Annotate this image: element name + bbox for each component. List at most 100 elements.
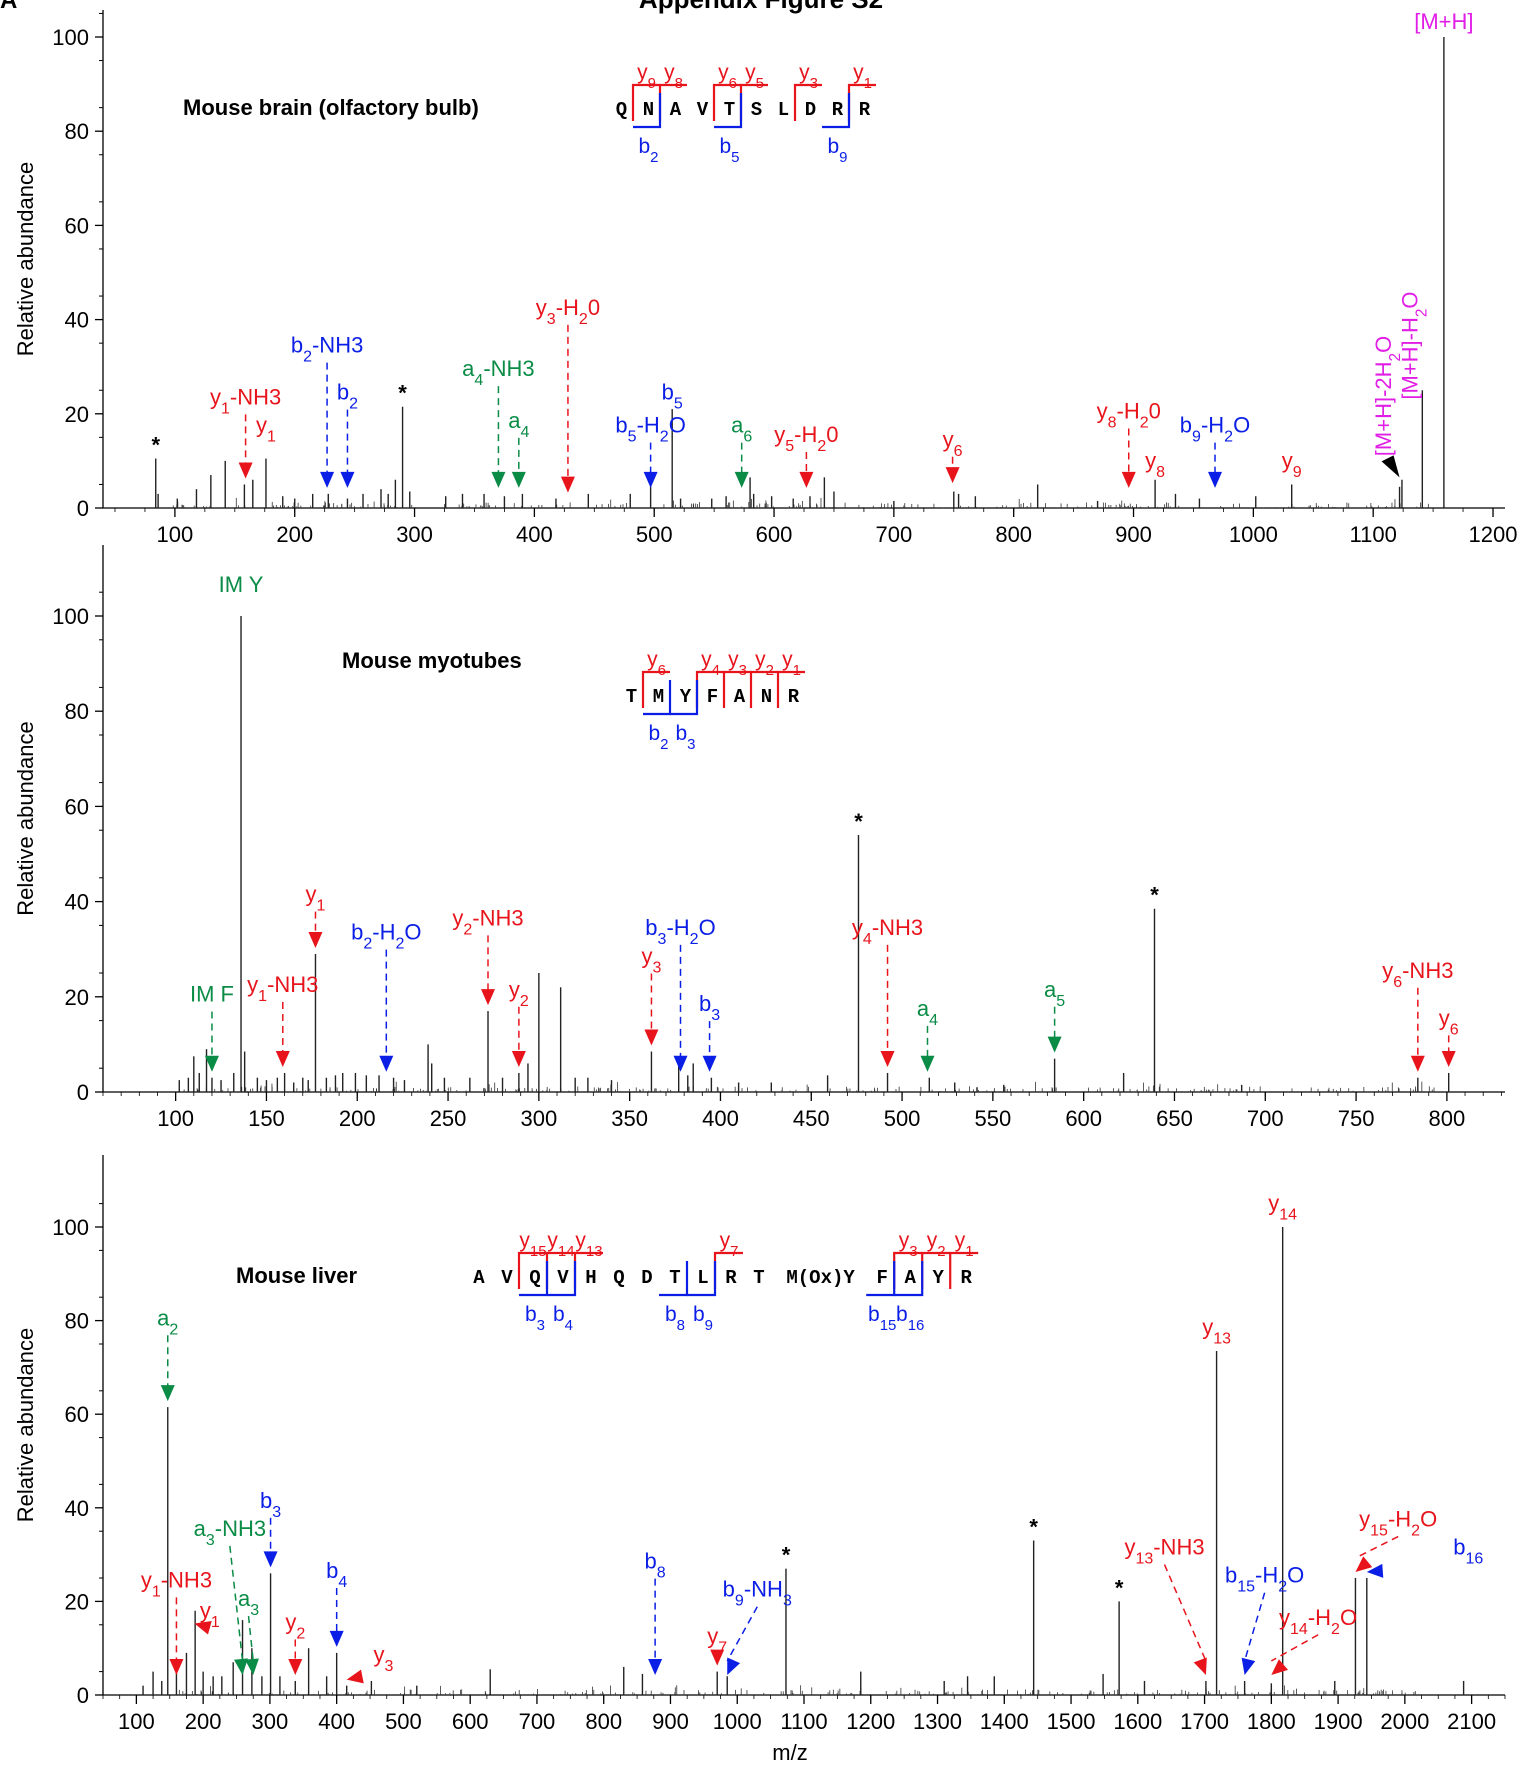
ion-annotation: y8 — [1145, 448, 1165, 481]
y-tick-label: 40 — [65, 890, 89, 915]
y-tick-label: 40 — [65, 308, 89, 333]
x-tick-label: 700 — [876, 522, 913, 547]
contaminant-star: * — [398, 381, 407, 406]
residue: R — [859, 99, 871, 121]
svg-text:b8: b8 — [665, 1303, 685, 1334]
x-tick-label: 300 — [520, 1106, 557, 1131]
contaminant-star: * — [1115, 1575, 1124, 1600]
ion-annotation: y14-H2O — [1270, 1605, 1357, 1675]
ion-annotation: b8 — [645, 1549, 666, 1675]
x-tick-label: 1200 — [1469, 522, 1518, 547]
ion-annotation: y3 — [641, 943, 661, 1046]
residue: Q — [616, 99, 627, 121]
arrow-head — [511, 1050, 526, 1067]
residue: T — [753, 1267, 764, 1289]
residue: A — [904, 1267, 916, 1289]
ion-annotation: y7 — [707, 1624, 727, 1666]
svg-text:b8: b8 — [645, 1549, 666, 1582]
ion-annotation: b9-H2O — [1180, 413, 1250, 488]
svg-text:b16: b16 — [1453, 1535, 1483, 1568]
x-tick-label: 500 — [636, 522, 673, 547]
ion-annotation: b16 — [1366, 1535, 1483, 1578]
arrow-head — [880, 1050, 895, 1067]
svg-text:y7: y7 — [707, 1624, 727, 1657]
ion-annotation: b4 — [326, 1558, 347, 1647]
svg-text:y2: y2 — [285, 1609, 305, 1642]
b-ion-bracket — [633, 93, 662, 129]
svg-text:y1-NH3: y1-NH3 — [141, 1567, 212, 1600]
arrow-head — [734, 471, 749, 488]
ion-annotation: y6 — [943, 427, 963, 484]
svg-text:y4-NH3: y4-NH3 — [852, 915, 923, 948]
ion-annotation: a4 — [917, 996, 938, 1072]
y-ion-bracket — [722, 670, 751, 708]
ion-annotation: b2-NH3 — [291, 333, 363, 488]
y-tick-label: 20 — [65, 1589, 89, 1614]
arrow-head — [194, 1621, 212, 1635]
x-tick-label: 800 — [585, 1709, 622, 1734]
x-tick-label: 100 — [157, 1106, 194, 1131]
precursor-loss-label: [M+H]-H2O — [1398, 291, 1431, 399]
ion-annotation: y2 — [509, 977, 529, 1067]
y-axis-label: Relative abundance — [13, 1328, 38, 1522]
arrow-shaft — [229, 1545, 244, 1662]
x-tick-label: 2000 — [1380, 1709, 1429, 1734]
spectrum-panel-2: 0 20 40 60 80 100 100 150 200 250 300 350 400 450 500 5… — [13, 545, 1505, 1131]
arrow-head — [244, 1658, 259, 1675]
svg-text:b4: b4 — [326, 1558, 347, 1591]
residue: Y — [680, 686, 692, 708]
svg-text:a6: a6 — [731, 413, 752, 446]
svg-text:y1-NH3: y1-NH3 — [247, 972, 318, 1005]
ion-annotation: b15-H2O — [1225, 1563, 1304, 1675]
residue: Q — [529, 1267, 540, 1289]
x-tick-label: 250 — [430, 1106, 467, 1131]
residue: A — [473, 1267, 485, 1289]
svg-text:b4: b4 — [553, 1303, 573, 1334]
ion-annotation: b5 — [662, 380, 683, 413]
svg-text:b3: b3 — [260, 1488, 281, 1521]
ion-annotation: a6 — [731, 413, 752, 488]
x-tick-label: 400 — [318, 1709, 355, 1734]
residue: N — [643, 99, 654, 121]
y-tick-label: 40 — [65, 1496, 89, 1521]
precursor-label: [M+H] — [1414, 9, 1473, 34]
arrow-head — [727, 1657, 741, 1675]
svg-text:b2-H2O: b2-H2O — [351, 920, 421, 953]
b-ion-bracket — [687, 1261, 717, 1297]
ion-annotation: b2-H2O — [351, 920, 422, 1072]
arrow-head — [920, 1055, 935, 1072]
arrow-head — [288, 1658, 303, 1675]
arrow-head — [1193, 1657, 1207, 1675]
svg-text:b3: b3 — [675, 722, 695, 753]
x-tick-label: 200 — [185, 1709, 222, 1734]
residue: D — [805, 99, 816, 121]
residue: M(Ox)Y — [786, 1267, 855, 1289]
arrow-head — [799, 471, 814, 488]
contaminant-star: * — [782, 1543, 791, 1568]
y-tick-label: 60 — [65, 213, 89, 238]
ion-annotation: a3-NH3 — [194, 1516, 266, 1675]
svg-text:y8-H20: y8-H20 — [1097, 399, 1161, 432]
x-tick-label: 600 — [1065, 1106, 1102, 1131]
y-tick-label: 0 — [77, 1080, 89, 1105]
residue: R — [960, 1267, 972, 1289]
svg-text:b2: b2 — [648, 722, 668, 753]
residue: T — [626, 686, 637, 708]
arrow-head — [263, 1551, 278, 1568]
svg-text:y14: y14 — [547, 1229, 574, 1260]
svg-text:y2: y2 — [755, 648, 774, 679]
arrow-head — [1441, 1050, 1456, 1067]
svg-text:b2: b2 — [638, 135, 658, 166]
x-tick-label: 1200 — [846, 1709, 895, 1734]
arrow-head — [1366, 1563, 1384, 1578]
svg-text:y8: y8 — [664, 61, 683, 92]
arrow-head — [1047, 1036, 1062, 1053]
svg-text:a4: a4 — [508, 408, 529, 441]
x-tick-label: 550 — [975, 1106, 1012, 1131]
arrow-head — [308, 931, 323, 948]
svg-text:y1: y1 — [955, 1229, 974, 1260]
arrow-head — [346, 1669, 364, 1684]
svg-text:y3: y3 — [899, 1229, 918, 1260]
y-tick-label: 100 — [52, 604, 89, 629]
ion-annotation: b3 — [260, 1488, 281, 1568]
